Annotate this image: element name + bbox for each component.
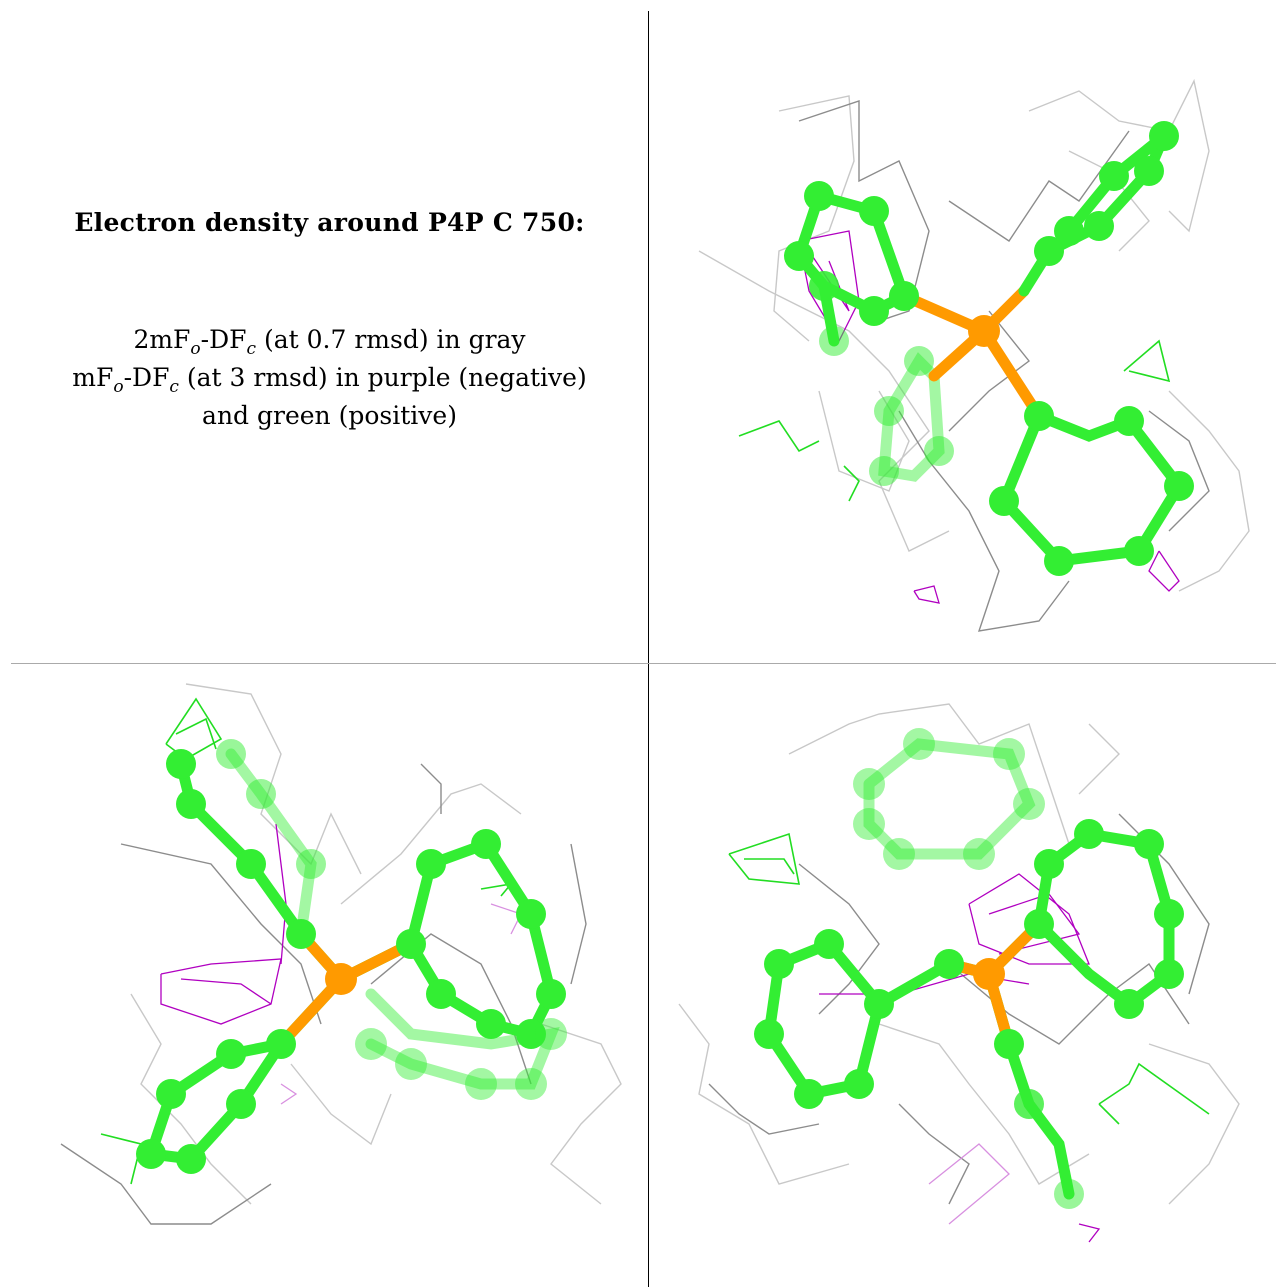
density-legend: 2mFo-DFc (at 0.7 rmsd) in gray mFo-DFc (… (11, 321, 648, 435)
legend-line-fofc: mFo-DFc (at 3 rmsd) in purple (negative) (72, 363, 587, 397)
atom-spheres (754, 728, 1184, 1209)
density-view-3 (649, 664, 1276, 1287)
figure-title: Electron density around P4P C 750: (74, 208, 585, 237)
atom-spheres (784, 121, 1194, 576)
molecule-render-1 (698, 78, 1250, 632)
triphenylphosphine-sticks (143, 748, 560, 1165)
molecule-render-3 (678, 703, 1240, 1243)
caption-panel: Electron density around P4P C 750: 2mFo-… (11, 11, 648, 663)
legend-line-colors: and green (positive) (202, 401, 457, 430)
density-mesh-gray (698, 78, 1250, 632)
grid-divider-horizontal (11, 663, 1276, 664)
triphenylphosphine-sticks (763, 738, 1175, 1200)
density-mesh-positive (738, 339, 1171, 502)
grid-divider-vertical (648, 11, 649, 1287)
density-mesh-positive (728, 832, 1210, 1125)
density-view-2 (11, 664, 648, 1287)
atom-spheres (136, 739, 567, 1174)
density-view-1 (649, 11, 1276, 663)
legend-line-2fofc: 2mFo-DFc (at 0.7 rmsd) in gray (133, 325, 526, 359)
triphenylphosphine-sticks (792, 131, 1186, 567)
molecule-render-2 (60, 683, 622, 1225)
